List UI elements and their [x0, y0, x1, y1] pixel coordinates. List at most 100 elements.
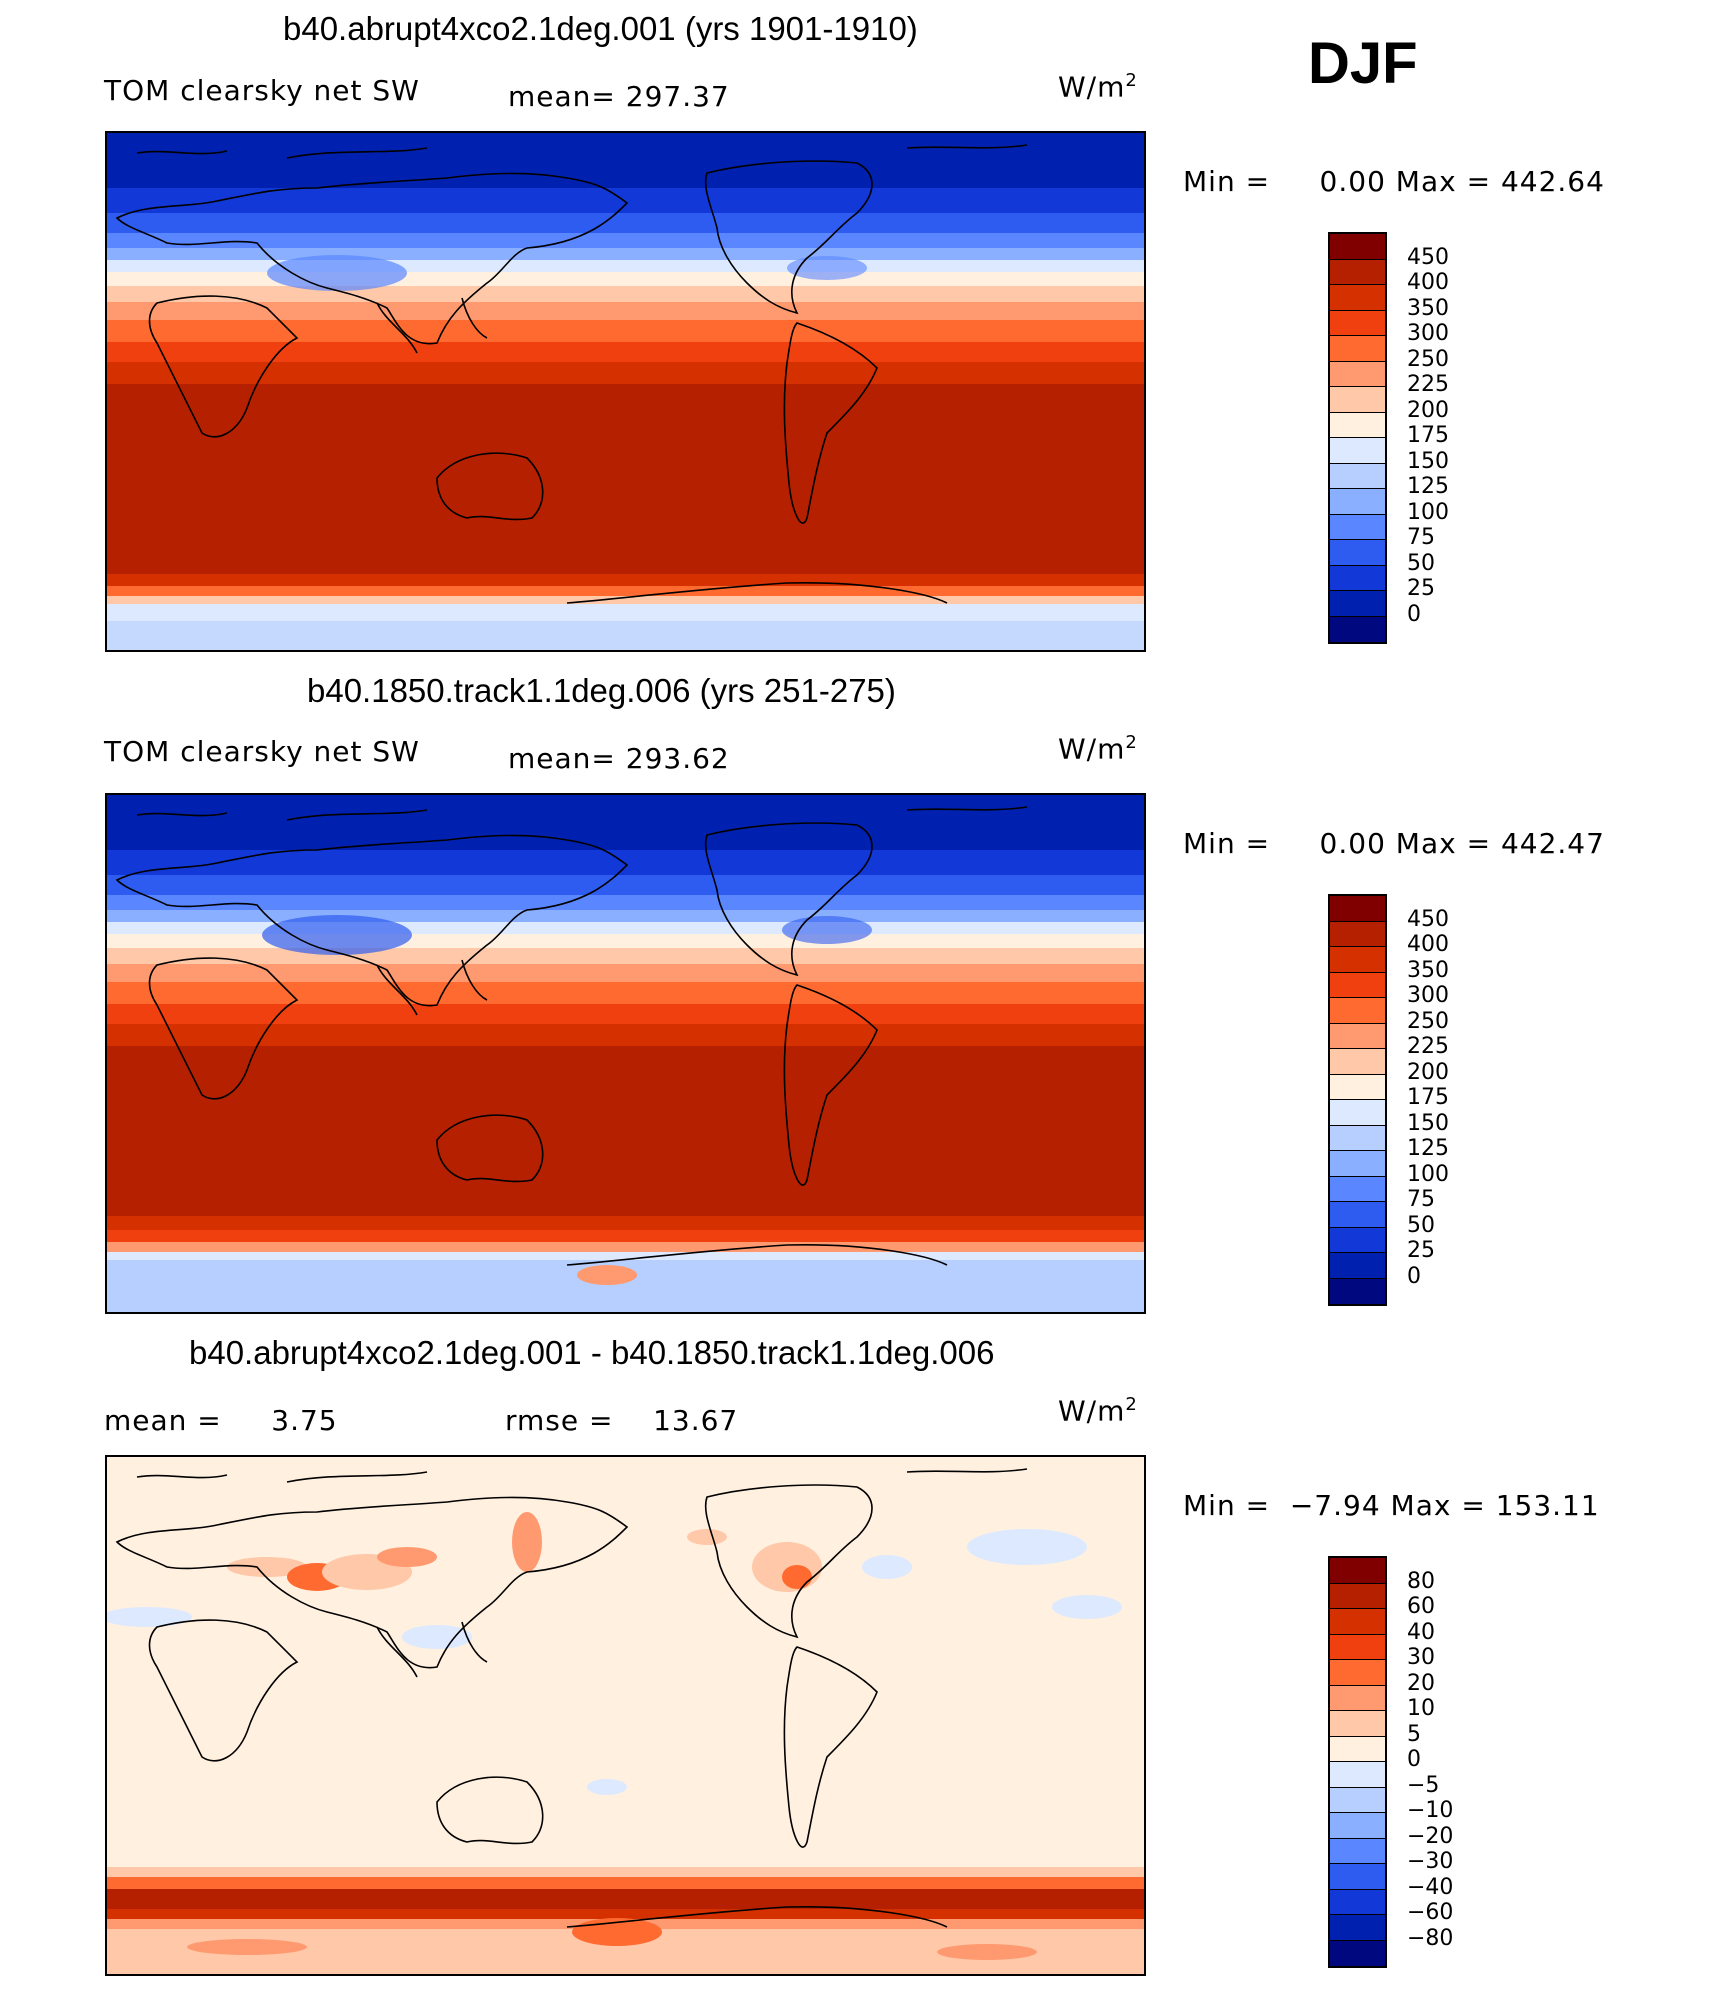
colorbar-segment	[1330, 1787, 1385, 1813]
colorbar-tick-label: 0	[1407, 1263, 1421, 1289]
colorbar-segment	[1330, 1711, 1385, 1737]
colorbar-segment	[1330, 1940, 1385, 1966]
colorbar-segment	[1330, 361, 1385, 387]
colorbar-tick-label: 175	[1407, 1085, 1449, 1110]
panel3-map	[105, 1455, 1146, 1976]
colorbar-tick-label: 20	[1407, 1670, 1435, 1696]
colorbar-segment	[1330, 1685, 1385, 1711]
colorbar-tick-label: 150	[1407, 1110, 1449, 1136]
panel1-colorbar	[1328, 232, 1387, 644]
colorbar-segment	[1330, 565, 1385, 591]
colorbar-segment	[1330, 1202, 1385, 1228]
colorbar-tick-label: 225	[1407, 1034, 1449, 1059]
colorbar-tick-label: 50	[1407, 1212, 1435, 1238]
colorbar-tick-label: 75	[1407, 1187, 1435, 1212]
colorbar-segment	[1330, 1074, 1385, 1100]
colorbar-segment	[1330, 387, 1385, 413]
colorbar-segment	[1330, 947, 1385, 973]
colorbar-segment	[1330, 336, 1385, 362]
panel3-mean-label: mean = 3.75	[104, 1404, 338, 1437]
colorbar-tick-label: −40	[1407, 1874, 1454, 1900]
panel2-colorbar	[1328, 894, 1387, 1306]
colorbar-segment	[1330, 1583, 1385, 1609]
panel2-mean-label: mean= 293.62	[508, 742, 730, 775]
colorbar-tick-label: 60	[1407, 1594, 1435, 1619]
panel3-minmax: Min = −7.94 Max = 153.11	[1183, 1489, 1600, 1522]
season-label: DJF	[1308, 31, 1418, 96]
colorbar-tick-label: 25	[1407, 576, 1435, 601]
colorbar-tick-label: 250	[1407, 346, 1449, 372]
panel1-units-label: W/m2	[1058, 70, 1138, 104]
panel2-variable-label: TOM clearsky net SW	[104, 735, 420, 768]
colorbar-tick-label: 400	[1407, 270, 1449, 295]
colorbar-segment	[1330, 540, 1385, 566]
colorbar-segment	[1330, 1813, 1385, 1839]
colorbar-segment	[1330, 1889, 1385, 1915]
colorbar-tick-label: 10	[1407, 1696, 1435, 1721]
colorbar-tick-label: 350	[1407, 295, 1449, 321]
colorbar-segment	[1330, 285, 1385, 311]
colorbar-tick-label: −10	[1407, 1798, 1454, 1823]
panel1-map	[105, 131, 1146, 652]
colorbar-segment	[1330, 259, 1385, 285]
colorbar-tick-label: 5	[1407, 1721, 1421, 1747]
colorbar-tick-label: −30	[1407, 1849, 1454, 1874]
colorbar-tick-label: −60	[1407, 1900, 1454, 1925]
colorbar-segment	[1330, 1049, 1385, 1075]
colorbar-tick-label: 450	[1407, 244, 1449, 270]
colorbar-segment	[1330, 463, 1385, 489]
colorbar-segment	[1330, 412, 1385, 438]
colorbar-segment	[1330, 998, 1385, 1024]
colorbar-tick-label: 100	[1407, 1161, 1449, 1187]
panel2-map	[105, 793, 1146, 1314]
colorbar-segment	[1330, 1558, 1385, 1584]
colorbar-tick-label: 125	[1407, 1136, 1449, 1161]
colorbar-segment	[1330, 1736, 1385, 1762]
colorbar-tick-label: 200	[1407, 397, 1449, 423]
colorbar-segment	[1330, 489, 1385, 515]
colorbar-segment	[1330, 1176, 1385, 1202]
colorbar-segment	[1330, 514, 1385, 540]
colorbar-segment	[1330, 1227, 1385, 1253]
panel1-variable-label: TOM clearsky net SW	[104, 74, 420, 107]
colorbar-segment	[1330, 438, 1385, 464]
colorbar-segment	[1330, 1609, 1385, 1635]
colorbar-segment	[1330, 896, 1385, 922]
colorbar-tick-label: 30	[1407, 1645, 1435, 1670]
panel3-rmse-label: rmse = 13.67	[505, 1404, 739, 1437]
colorbar-segment	[1330, 310, 1385, 336]
colorbar-tick-label: 40	[1407, 1619, 1435, 1645]
colorbar-tick-label: 250	[1407, 1008, 1449, 1034]
panel1-minmax: Min = 0.00 Max = 442.64	[1183, 165, 1605, 198]
colorbar-segment	[1330, 1151, 1385, 1177]
colorbar-segment	[1330, 972, 1385, 998]
colorbar-tick-label: 450	[1407, 906, 1449, 932]
colorbar-segment	[1330, 616, 1385, 642]
panel2-title: b40.1850.track1.1deg.006 (yrs 251-275)	[307, 672, 896, 709]
colorbar-segment	[1330, 1838, 1385, 1864]
colorbar-tick-label: −5	[1407, 1772, 1440, 1798]
colorbar-tick-label: 300	[1407, 983, 1449, 1008]
panel1-mean-label: mean= 297.37	[508, 80, 730, 113]
colorbar-tick-label: 75	[1407, 525, 1435, 550]
colorbar-tick-label: −20	[1407, 1823, 1454, 1849]
colorbar-segment	[1330, 921, 1385, 947]
colorbar-segment	[1330, 1660, 1385, 1686]
colorbar-tick-label: 225	[1407, 372, 1449, 397]
colorbar-tick-label: 125	[1407, 474, 1449, 499]
colorbar-tick-label: 80	[1407, 1568, 1435, 1594]
colorbar-tick-label: 0	[1407, 1747, 1421, 1772]
colorbar-tick-label: 25	[1407, 1238, 1435, 1263]
colorbar-tick-label: 150	[1407, 448, 1449, 474]
colorbar-tick-label: 50	[1407, 550, 1435, 576]
colorbar-segment	[1330, 591, 1385, 617]
panel3-colorbar	[1328, 1556, 1387, 1968]
colorbar-segment	[1330, 234, 1385, 260]
colorbar-tick-label: 100	[1407, 499, 1449, 525]
panel3-title: b40.abrupt4xco2.1deg.001 - b40.1850.trac…	[189, 1334, 995, 1371]
colorbar-segment	[1330, 1253, 1385, 1279]
colorbar-tick-label: 350	[1407, 957, 1449, 983]
panel1-title: b40.abrupt4xco2.1deg.001 (yrs 1901-1910)	[283, 10, 918, 47]
colorbar-segment	[1330, 1023, 1385, 1049]
colorbar-tick-label: 400	[1407, 932, 1449, 957]
